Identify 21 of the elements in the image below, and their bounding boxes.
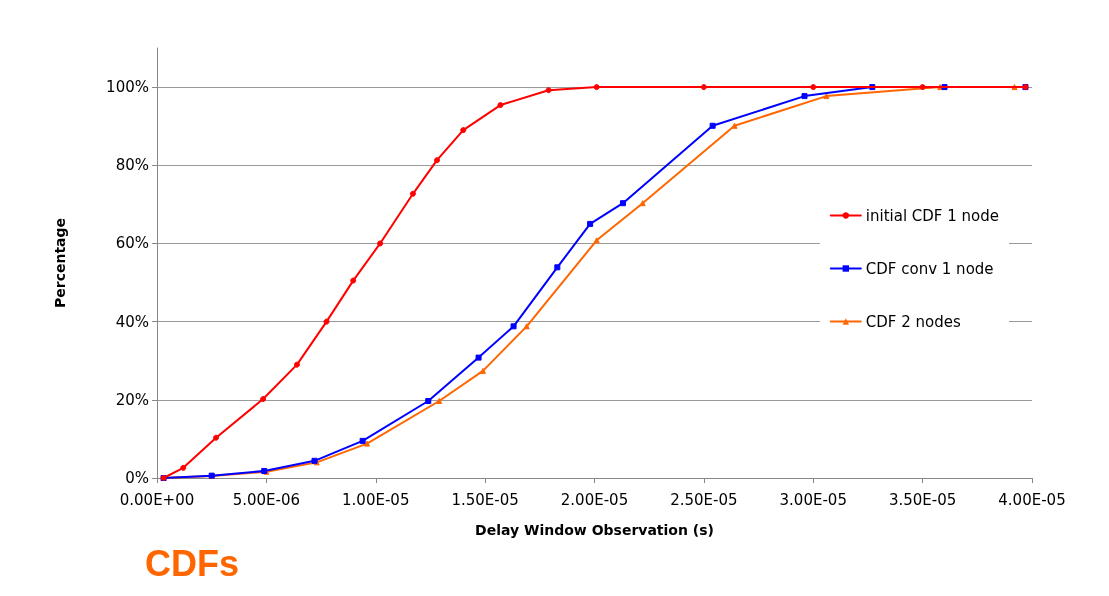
x-tick-label: 2.50E-05 [670, 490, 738, 509]
y-tick-label: 100% [106, 78, 149, 97]
x-tick-label: 3.00E-05 [779, 490, 847, 509]
y-tick-label: 60% [115, 234, 149, 253]
y-axis-title: Percentage [52, 217, 68, 309]
x-tick-label: 0.00E+00 [119, 490, 195, 509]
x-tick-label: 1.00E-05 [342, 490, 410, 509]
y-tick-label: 40% [115, 312, 149, 331]
x-tick-label: 1.50E-05 [451, 490, 519, 509]
y-tick-label: 80% [115, 156, 149, 175]
x-axis-title: Delay Window Observation (s) [475, 522, 714, 538]
legend-label: CDF 2 nodes [865, 312, 961, 331]
x-tick-label: 4.00E-05 [998, 490, 1066, 509]
x-tick-label: 2.00E-05 [560, 490, 629, 509]
x-tick-label: 3.50E-05 [888, 490, 957, 509]
y-tick-label: 0% [125, 469, 149, 487]
x-tick-label: 5.00E-06 [232, 490, 301, 509]
legend-label: initial CDF 1 node [865, 206, 999, 225]
y-tick-label: 20% [115, 390, 149, 409]
legend-label: CDF conv 1 node [865, 259, 994, 278]
text: CDFs [145, 542, 240, 584]
